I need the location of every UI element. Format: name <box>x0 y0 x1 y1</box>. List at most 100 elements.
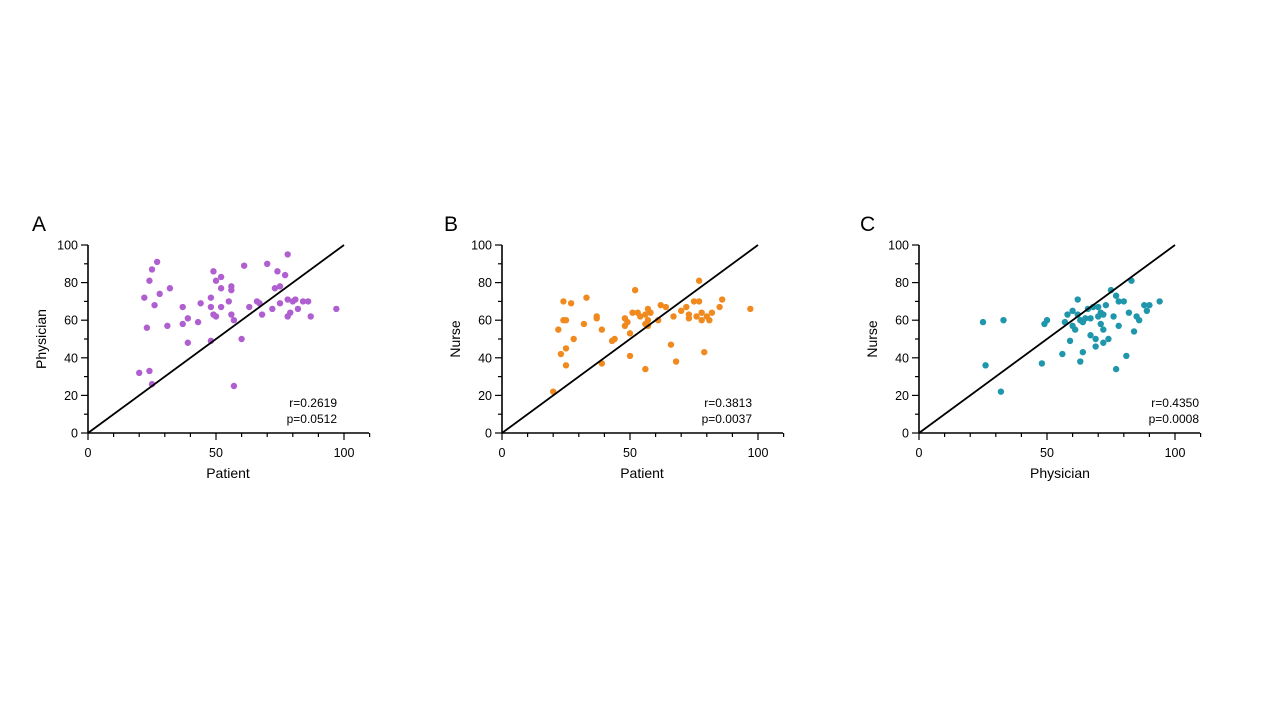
y-tick-label: 80 <box>895 276 909 290</box>
data-point <box>1115 322 1122 330</box>
data-point <box>1097 320 1104 328</box>
data-point <box>1043 317 1051 324</box>
y-tick-label: 40 <box>895 351 909 365</box>
panel-b: B Nurse Patient r=0.3813 p=0.0037 0 50 100… <box>444 213 785 481</box>
data-point <box>1143 307 1151 314</box>
data-point <box>1100 311 1107 318</box>
y-tick-label: 0 <box>485 427 492 441</box>
data-point <box>626 352 634 360</box>
data-point <box>1074 296 1081 303</box>
y-tick-labels: 0 20 40 60 80 100 <box>57 239 78 441</box>
data-point <box>230 317 238 324</box>
y-tick-label: 0 <box>71 427 78 441</box>
data-point <box>258 311 266 318</box>
data-point <box>662 303 670 311</box>
annotation-p: p=0.0008 <box>1149 412 1200 426</box>
data-point <box>678 307 685 314</box>
data-point <box>698 309 705 316</box>
data-point <box>1100 326 1107 333</box>
data-point <box>1092 335 1099 343</box>
data-point <box>647 309 654 316</box>
data-point <box>1135 317 1143 324</box>
data-point <box>225 298 232 305</box>
data-point <box>299 298 307 305</box>
data-point <box>207 294 215 301</box>
data-point <box>164 322 171 330</box>
y-tick-labels: 0 20 40 60 80 100 <box>471 239 492 441</box>
data-point <box>307 313 314 320</box>
data-point <box>184 315 192 322</box>
data-point <box>151 301 158 309</box>
data-point <box>210 268 217 275</box>
data-point <box>153 258 161 266</box>
data-point <box>148 266 156 273</box>
y-tick-label: 100 <box>888 239 909 253</box>
data-point <box>1000 317 1007 324</box>
y-tick-label: 20 <box>895 389 909 403</box>
data-point <box>629 309 636 316</box>
data-point <box>217 285 225 292</box>
panel-c: C Nurse Physician r=0.4350 p=0.0008 0 50 1… <box>860 213 1202 481</box>
data-point <box>667 341 675 348</box>
annotation-r: r=0.4350 <box>1151 396 1199 410</box>
data-point <box>230 382 238 390</box>
data-point <box>1115 298 1122 305</box>
axes <box>912 244 1202 440</box>
data-point <box>583 294 590 301</box>
y-tick-labels: 0 20 40 60 80 100 <box>888 239 909 441</box>
identity-line <box>501 244 759 434</box>
data-point <box>228 311 235 318</box>
data-point <box>1064 311 1071 318</box>
data-point <box>333 305 340 313</box>
x-tick-label: 100 <box>334 446 355 460</box>
reference-line <box>918 244 1176 434</box>
y-tick-label: 20 <box>478 389 492 403</box>
data-points <box>136 251 340 390</box>
panel-label: A <box>32 213 46 236</box>
data-point <box>1100 339 1107 346</box>
data-point <box>560 298 567 305</box>
data-point <box>982 362 989 369</box>
data-point <box>1079 348 1087 356</box>
x-tick-label: 50 <box>623 446 637 460</box>
data-point <box>1120 298 1127 305</box>
data-point <box>284 296 291 303</box>
data-point <box>1146 301 1153 309</box>
data-point <box>269 305 276 313</box>
data-point <box>631 286 639 294</box>
data-point <box>672 358 680 365</box>
data-point <box>693 313 700 320</box>
y-tick-label: 100 <box>57 239 78 253</box>
data-point <box>1069 307 1076 314</box>
data-point <box>611 335 618 343</box>
data-point <box>276 300 284 307</box>
data-point <box>143 324 151 331</box>
y-tick-label: 60 <box>895 314 909 328</box>
data-point <box>1038 360 1046 367</box>
annotation-p: p=0.0512 <box>287 412 338 426</box>
data-point <box>1087 315 1094 322</box>
data-point <box>156 290 163 298</box>
data-point <box>1112 292 1120 299</box>
data-point <box>294 305 302 313</box>
data-point <box>1059 350 1066 358</box>
data-point <box>1095 303 1102 311</box>
x-axis-label: Physician <box>1030 465 1090 481</box>
data-point <box>637 313 644 320</box>
y-tick-label: 60 <box>64 314 78 328</box>
x-tick-labels: 0 50 100 <box>916 446 1186 460</box>
data-point <box>197 300 204 307</box>
data-point <box>1102 301 1110 309</box>
data-point <box>1123 352 1130 360</box>
data-point <box>670 313 677 320</box>
data-point <box>1156 298 1163 305</box>
data-point <box>1092 343 1099 350</box>
identity-line <box>918 244 1176 434</box>
data-point <box>292 296 299 303</box>
x-axis-label: Patient <box>620 465 664 481</box>
x-tick-label: 100 <box>1165 446 1186 460</box>
data-point <box>642 311 649 318</box>
panel-label: C <box>860 213 875 236</box>
y-tick-label: 40 <box>64 351 78 365</box>
data-point <box>1066 337 1074 345</box>
